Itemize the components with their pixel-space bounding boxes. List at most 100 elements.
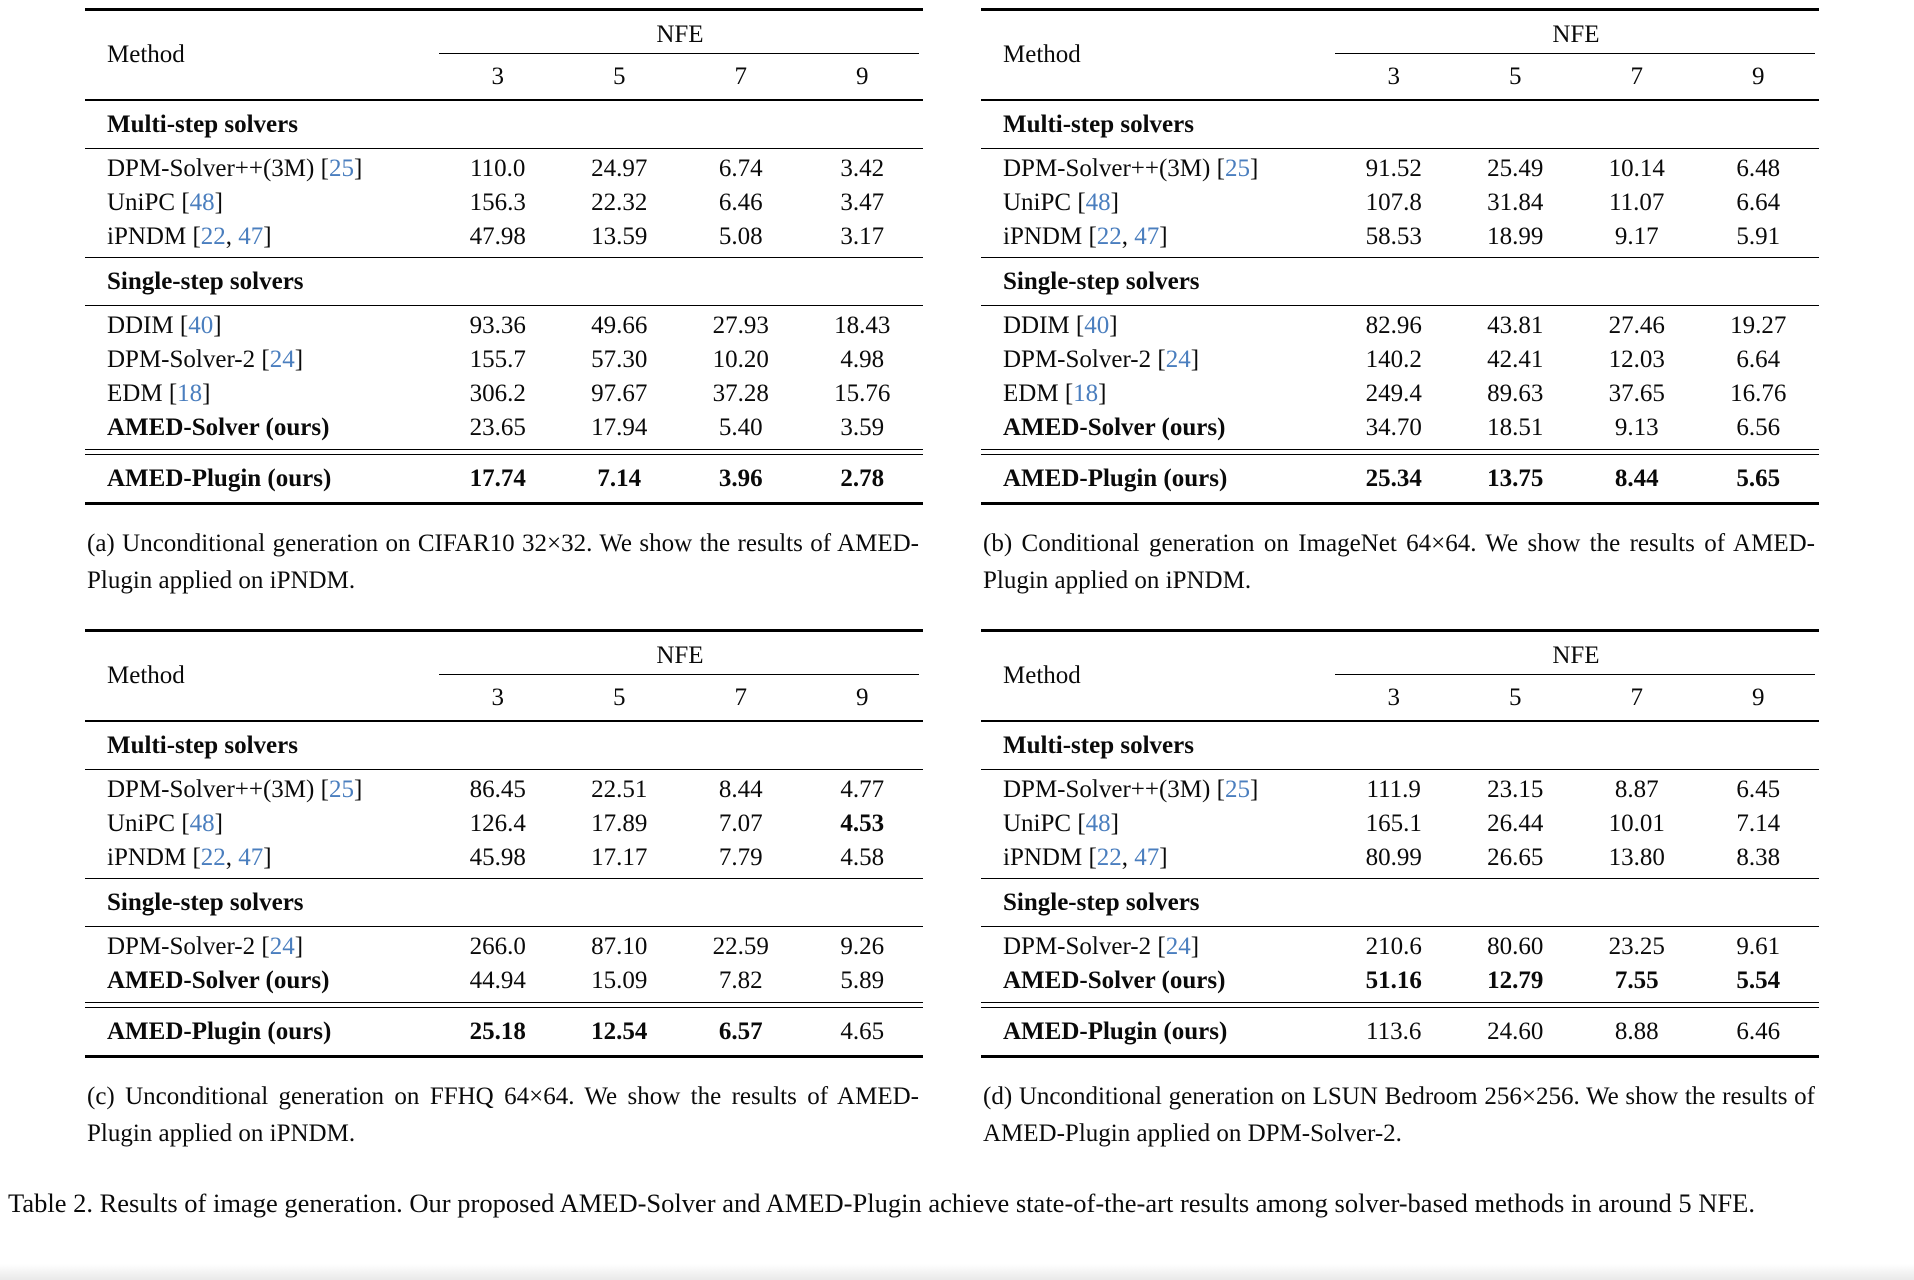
nfe-underline-rule	[438, 53, 919, 54]
singlestep-rows: DDIM [40] 93.36 49.66 27.93 18.43 DPM-Solver-…	[85, 306, 923, 448]
table-row: UniPC [48] 126.4 17.89 7.07 4.53	[85, 807, 923, 841]
subcaption-c: (c) Unconditional generation on FFHQ 64×…	[87, 1083, 919, 1147]
citation-link[interactable]: 22	[1096, 844, 1122, 871]
value-cell: 6.46	[1736, 1018, 1781, 1045]
nfe-column-headers: 3 5 7 9	[437, 54, 923, 99]
citation-link[interactable]: 25	[328, 155, 354, 182]
citation-link[interactable]: 24	[1165, 933, 1191, 960]
citation-link[interactable]: 22	[1096, 223, 1122, 250]
method-cell: AMED-Solver (ours)	[107, 967, 330, 994]
value-cell: 110.0	[470, 155, 526, 182]
citation-link[interactable]: 22	[200, 844, 226, 871]
value-cell: 6.48	[1736, 155, 1781, 182]
left-column: Method NFE 3 5 7 9 Multi-step solvers	[85, 8, 923, 1182]
value-cell: 4.98	[840, 346, 885, 373]
citation-link[interactable]: 25	[328, 776, 354, 803]
value-cell: 3.47	[840, 189, 885, 216]
value-cell: 16.76	[1730, 380, 1787, 407]
method-cell: DPM-Solver++(3M) [25]	[107, 776, 363, 803]
citation-link[interactable]: 40	[1084, 312, 1110, 339]
table-header: Method NFE 3 5 7 9	[85, 11, 923, 99]
method-cell: DPM-Solver-2 [24]	[107, 933, 304, 960]
nfe-col-3: 3	[1387, 62, 1400, 90]
citation-link[interactable]: 47	[238, 844, 264, 871]
value-cell: 24.60	[1487, 1018, 1544, 1045]
citation-link[interactable]: 47	[238, 223, 264, 250]
value-cell: 58.53	[1365, 223, 1422, 250]
table-row: UniPC [48] 107.8 31.84 11.07 6.64	[981, 186, 1819, 220]
citation-link[interactable]: 48	[189, 189, 215, 216]
value-cell: 18.51	[1487, 414, 1544, 441]
value-cell: 8.44	[1614, 465, 1659, 492]
method-cell: DPM-Solver-2 [24]	[1003, 933, 1200, 960]
table-row: iPNDM [22, 47] 47.98 13.59 5.08 3.17	[85, 220, 923, 254]
value-cell: 8.88	[1614, 1018, 1659, 1045]
method-cell: DPM-Solver++(3M) [25]	[1003, 155, 1259, 182]
table-header: Method NFE 3 5 7 9	[85, 632, 923, 720]
value-cell: 126.4	[469, 810, 526, 837]
citation-link[interactable]: 40	[188, 312, 214, 339]
value-cell: 47.98	[469, 223, 526, 250]
method-cell: DPM-Solver++(3M) [25]	[107, 155, 363, 182]
citation-link[interactable]: 24	[269, 933, 295, 960]
value-cell: 266.0	[469, 933, 526, 960]
nfe-column-headers: 3 5 7 9	[437, 675, 923, 720]
singlestep-rows: DPM-Solver-2 [24] 210.6 80.60 23.25 9.61 AMED…	[981, 927, 1819, 1001]
plugin-row-container: AMED-Plugin (ours) 25.34 13.75 8.44 5.65	[981, 455, 1819, 502]
citation-link[interactable]: 48	[1085, 189, 1111, 216]
value-cell: 7.14	[597, 465, 642, 492]
citation-link[interactable]: 48	[1085, 810, 1111, 837]
value-cell: 23.65	[469, 414, 526, 441]
right-column: Method NFE 3 5 7 9 Multi-step solvers	[981, 8, 1819, 1182]
table-row: AMED-Plugin (ours) 25.18 12.54 6.57 4.65	[85, 1008, 923, 1055]
value-cell: 155.7	[469, 346, 526, 373]
table-d: Method NFE 3 5 7 9 Multi-step solvers	[981, 629, 1819, 1058]
value-cell: 306.2	[469, 380, 526, 407]
table-2-caption: Table 2. Results of image generation. Ou…	[8, 1188, 1755, 1218]
citation-link[interactable]: 24	[1165, 346, 1191, 373]
table-header: Method NFE 3 5 7 9	[981, 11, 1819, 99]
nfe-header-group: NFE 3 5 7 9	[437, 11, 923, 99]
table-row: AMED-Solver (ours) 44.94 15.09 7.82 5.89	[85, 964, 923, 998]
value-cell: 87.10	[591, 933, 648, 960]
section-rule	[85, 926, 923, 927]
method-cell: AMED-Solver (ours)	[1003, 967, 1226, 994]
value-cell: 43.81	[1487, 312, 1544, 339]
citation-link[interactable]: 48	[189, 810, 215, 837]
nfe-label: NFE	[1552, 642, 1600, 669]
section-rule	[85, 148, 923, 149]
value-cell: 6.45	[1736, 776, 1781, 803]
value-cell: 26.65	[1487, 844, 1544, 871]
citation-link[interactable]: 47	[1134, 223, 1160, 250]
table-row: DPM-Solver++(3M) [25] 91.52 25.49 10.14 6.48	[981, 152, 1819, 186]
citation-link[interactable]: 25	[1224, 155, 1250, 182]
citation-link[interactable]: 22	[200, 223, 226, 250]
value-cell: 18.99	[1487, 223, 1544, 250]
value-cell: 9.26	[840, 933, 885, 960]
citation-link[interactable]: 24	[269, 346, 295, 373]
header-rule	[981, 720, 1819, 722]
two-column-layout: Method NFE 3 5 7 9 Multi-step solvers	[85, 8, 1819, 1182]
citation-link[interactable]: 18	[177, 380, 203, 407]
value-cell: 37.28	[712, 380, 769, 407]
value-cell: 37.65	[1608, 380, 1665, 407]
multistep-rows: DPM-Solver++(3M) [25] 110.0 24.97 6.74 3.42 U…	[85, 149, 923, 257]
double-rule	[85, 449, 923, 455]
method-header: Method	[107, 662, 185, 689]
value-cell: 7.07	[718, 810, 763, 837]
nfe-header-group: NFE 3 5 7 9	[1333, 632, 1819, 720]
citation-link[interactable]: 18	[1073, 380, 1099, 407]
value-cell: 5.54	[1736, 967, 1781, 994]
table-row: AMED-Plugin (ours) 17.74 7.14 3.96 2.78	[85, 455, 923, 502]
value-cell: 18.43	[834, 312, 891, 339]
table-row: DPM-Solver++(3M) [25] 110.0 24.97 6.74 3.42	[85, 152, 923, 186]
value-cell: 80.60	[1487, 933, 1544, 960]
method-cell: iPNDM [22, 47]	[1003, 223, 1168, 250]
nfe-underline-rule	[1334, 53, 1815, 54]
citation-link[interactable]: 47	[1134, 844, 1160, 871]
citation-link[interactable]: 25	[1224, 776, 1250, 803]
value-cell: 34.70	[1365, 414, 1422, 441]
multistep-rows: DPM-Solver++(3M) [25] 111.9 23.15 8.87 6.45 U…	[981, 770, 1819, 878]
table-row: EDM [18] 306.2 97.67 37.28 15.76	[85, 377, 923, 411]
table-top-rule	[981, 629, 1819, 632]
